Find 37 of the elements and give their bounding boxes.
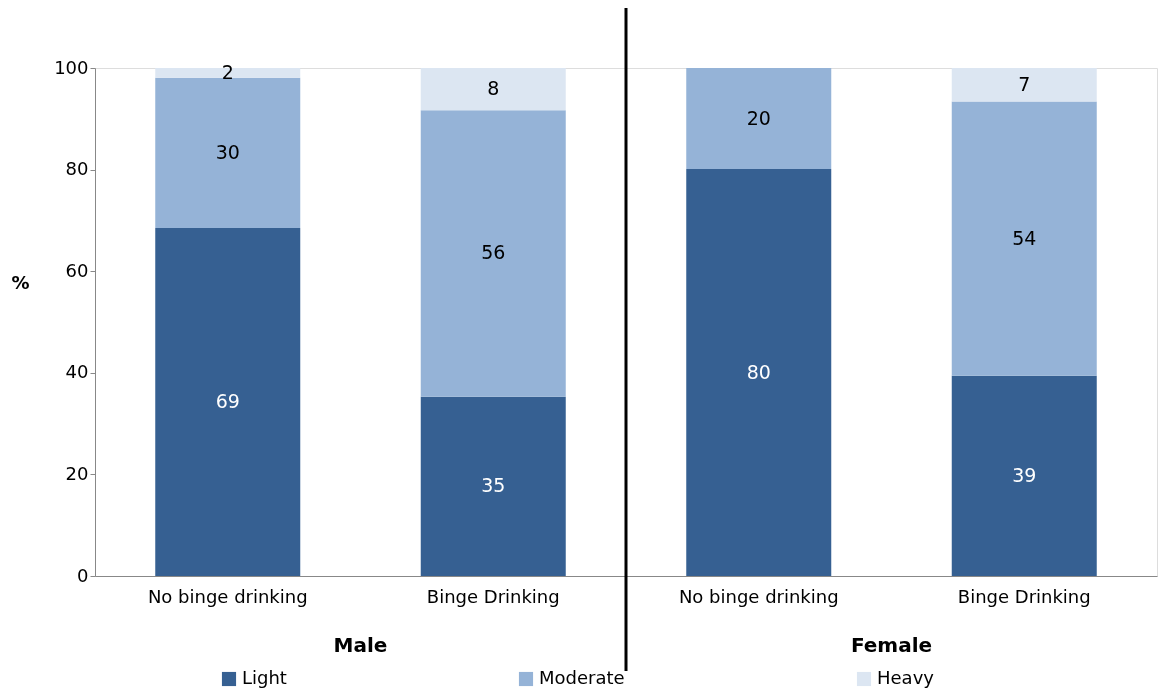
x-tick-label: Binge Drinking xyxy=(957,585,1091,607)
y-tick-label: 80 xyxy=(65,158,89,180)
bar xyxy=(420,396,566,576)
data-label: 20 xyxy=(746,106,771,129)
bar xyxy=(951,101,1097,376)
y-tick-label: 0 xyxy=(77,564,89,586)
y-tick-label: 20 xyxy=(65,462,89,484)
data-label: 54 xyxy=(1012,226,1037,249)
y-tick-label: 60 xyxy=(65,259,89,281)
legend-label: Light xyxy=(242,667,287,688)
data-label: 2 xyxy=(221,60,234,83)
data-label: 7 xyxy=(1018,72,1031,95)
legend-label: Moderate xyxy=(539,667,625,688)
bar xyxy=(420,110,566,397)
bar xyxy=(155,228,301,576)
bar xyxy=(686,169,832,576)
data-label: 80 xyxy=(746,360,771,383)
x-tick-label: Binge Drinking xyxy=(426,585,560,607)
x-tick-label: No binge drinking xyxy=(147,585,308,607)
data-label: 56 xyxy=(481,241,506,264)
text: Male xyxy=(333,633,388,657)
y-tick-label: 100 xyxy=(54,56,89,78)
bar xyxy=(686,68,832,170)
bar xyxy=(951,375,1097,576)
data-label: 39 xyxy=(1012,463,1037,486)
bar xyxy=(951,68,1097,102)
data-label: 69 xyxy=(215,390,240,413)
bar xyxy=(155,77,301,229)
text: Female xyxy=(850,633,933,657)
x-tick-label: No binge drinking xyxy=(678,585,839,607)
y-axis-title: % xyxy=(11,271,30,293)
data-label: 35 xyxy=(481,474,506,497)
data-label: 30 xyxy=(215,140,240,163)
data-label: 8 xyxy=(487,77,500,100)
bar xyxy=(420,68,566,111)
y-tick-label: 40 xyxy=(65,361,89,383)
legend-label: Heavy xyxy=(877,667,935,688)
